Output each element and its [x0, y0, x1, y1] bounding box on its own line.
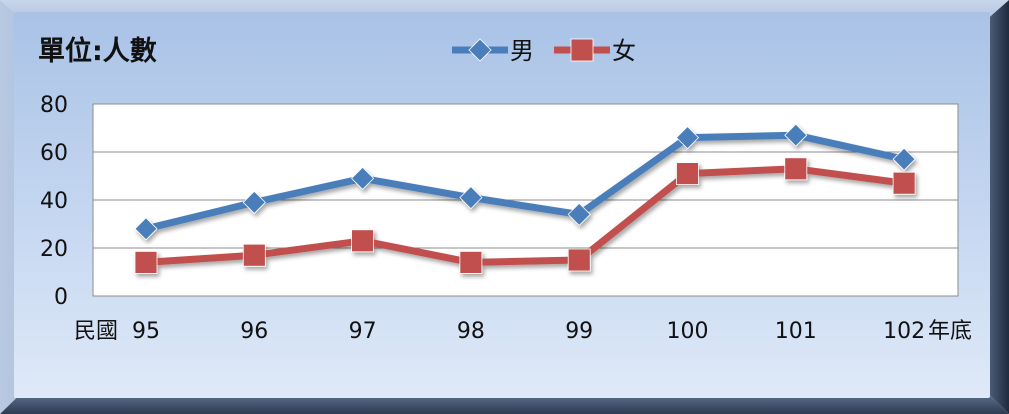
data-point-marker	[676, 162, 699, 186]
series-line	[142, 131, 908, 233]
data-point-marker	[242, 243, 266, 267]
series-group	[134, 123, 916, 274]
series-female	[134, 157, 916, 274]
x-tick-label: 101	[775, 319, 817, 344]
data-point-marker	[892, 147, 916, 171]
y-tick-label: 80	[40, 93, 68, 118]
data-point-marker	[567, 202, 591, 226]
data-point-marker	[567, 248, 591, 272]
data-point-marker	[134, 217, 158, 241]
y-tick-label: 0	[54, 285, 68, 310]
grid-lines	[93, 103, 958, 249]
legend-label: 男	[510, 37, 534, 65]
data-point-marker	[459, 250, 483, 274]
data-point-marker	[784, 157, 808, 181]
y-tick-label: 40	[40, 189, 68, 214]
series-male	[134, 123, 916, 241]
y-tick-label: 20	[40, 237, 68, 262]
y-tick-label: 60	[40, 141, 68, 166]
legend-swatch-marker	[468, 38, 492, 62]
data-point-marker	[134, 250, 158, 274]
data-point-marker	[351, 166, 375, 190]
x-tick-label: 99	[565, 319, 593, 344]
x-tick-label: 97	[349, 319, 377, 344]
data-point-marker	[242, 190, 266, 214]
legend-item: 女	[554, 37, 636, 65]
legend-swatch-marker	[570, 38, 594, 62]
x-tick-label: 102	[883, 319, 925, 344]
x-tick-label: 100	[667, 319, 709, 344]
data-point-marker	[675, 126, 700, 150]
data-point-marker	[892, 171, 916, 195]
x-tick-label: 96	[240, 319, 268, 344]
data-point-marker	[459, 186, 483, 210]
legend-label: 女	[612, 37, 636, 65]
legend: 男女	[452, 37, 636, 65]
x-tick-label: 95	[132, 319, 160, 344]
legend-item: 男	[452, 37, 534, 65]
x-axis-prefix: 民國	[74, 319, 118, 344]
data-point-marker	[351, 229, 375, 253]
x-tick-label: 98	[457, 319, 485, 344]
unit-label: 單位:人數	[38, 35, 157, 67]
x-axis-ticks: 95 96 97 98 99 100 101 102	[132, 319, 925, 344]
y-axis-ticks: 0 20 40 60 80	[40, 93, 68, 310]
x-axis-suffix: 年底	[928, 319, 972, 344]
series-line	[142, 165, 908, 266]
data-point-marker	[784, 123, 808, 147]
